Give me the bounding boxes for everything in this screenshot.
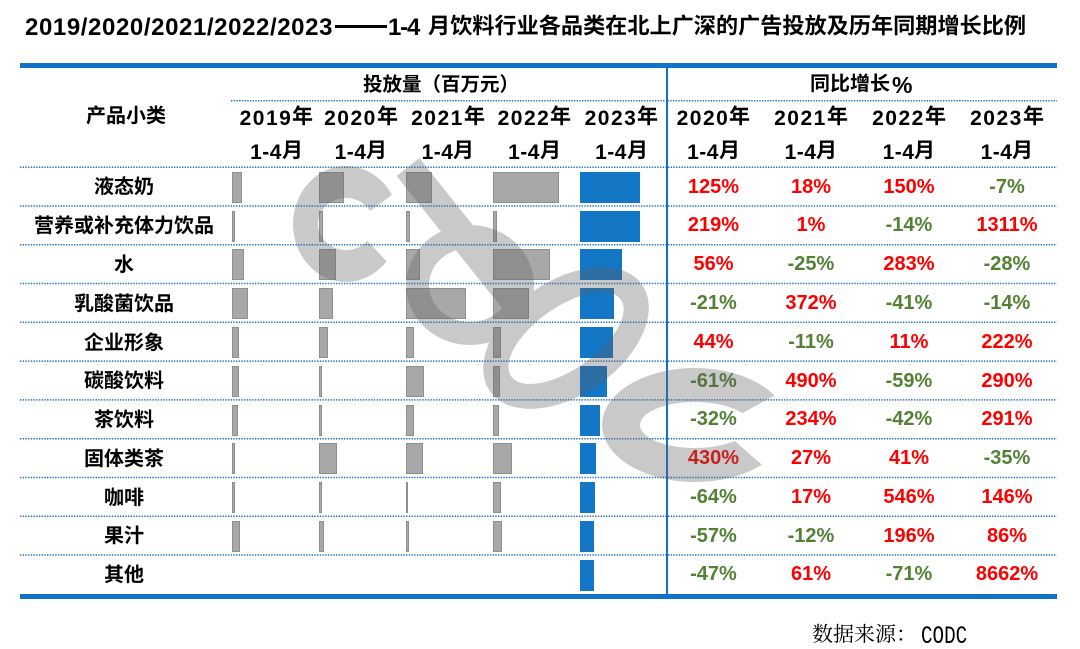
svg-text:CODC: CODC [921,622,967,648]
